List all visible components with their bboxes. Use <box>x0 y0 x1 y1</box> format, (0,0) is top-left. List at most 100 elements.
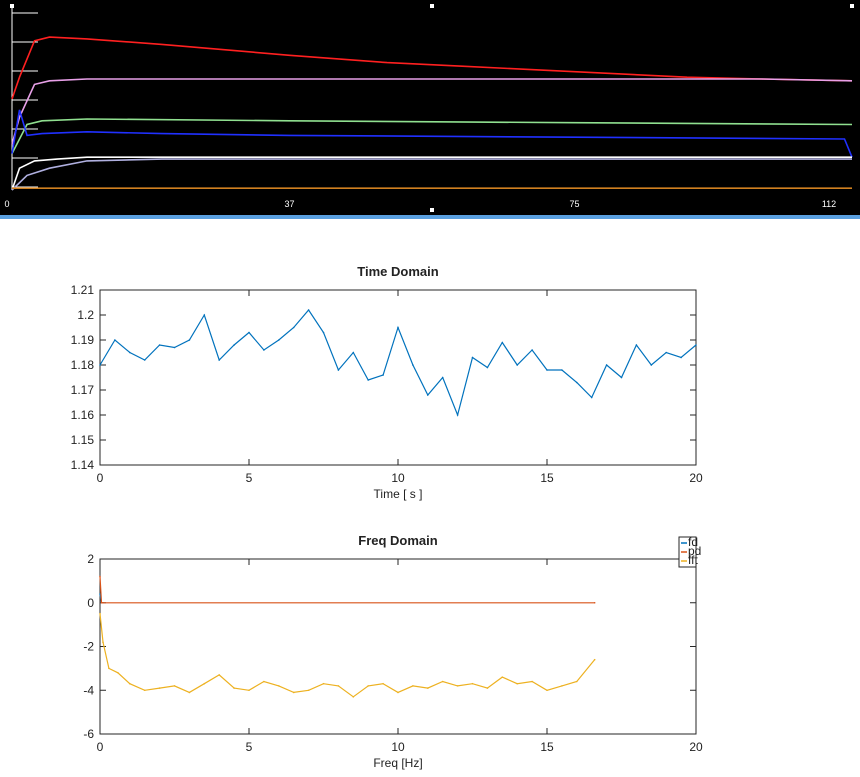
data-point <box>129 351 131 354</box>
data-point <box>441 376 444 379</box>
y-tick-label: 1.17 <box>71 383 95 397</box>
scope-trace-5 <box>11 158 852 191</box>
data-point <box>337 685 340 687</box>
plot-box <box>99 289 697 466</box>
data-point <box>382 374 384 376</box>
data-point <box>516 682 518 685</box>
data-point <box>99 364 101 366</box>
y-tick-label: 1.14 <box>71 458 95 472</box>
data-point <box>248 689 250 692</box>
data-point <box>278 685 280 687</box>
data-point <box>486 687 489 689</box>
data-point <box>100 601 103 604</box>
data-point <box>278 339 280 341</box>
data-point <box>427 394 429 396</box>
data-point <box>561 369 563 371</box>
scope-plot: 0 37 75 112 <box>4 4 854 212</box>
data-point <box>516 364 518 366</box>
data-point <box>352 696 355 698</box>
scope-x-tick-label: 112 <box>822 199 836 209</box>
legend-label: fft <box>688 553 698 567</box>
scope-trace-2 <box>11 118 853 154</box>
data-point <box>108 667 110 670</box>
y-tick-label: 2 <box>87 552 94 566</box>
data-point <box>546 689 548 692</box>
data-point <box>605 364 608 366</box>
data-point <box>337 369 340 371</box>
x-axis-label: Time [ s ] <box>374 487 423 501</box>
x-tick-label: 20 <box>689 471 703 485</box>
scope-scrollbar[interactable] <box>0 215 860 219</box>
data-point <box>546 369 548 371</box>
data-point <box>218 359 220 361</box>
data-point <box>367 685 370 687</box>
y-tick-label: 1.18 <box>71 358 95 372</box>
data-point <box>501 676 504 678</box>
data-point <box>397 326 399 329</box>
legend-box <box>678 536 697 568</box>
data-point <box>292 326 295 329</box>
scope-x-tick-label: 0 <box>4 199 9 209</box>
data-point <box>129 682 131 685</box>
y-tick-label: 1.15 <box>71 433 95 447</box>
scope-marker <box>430 208 434 212</box>
data-point <box>117 671 119 674</box>
data-point <box>650 364 653 366</box>
scope-marker <box>850 4 854 8</box>
data-point <box>531 349 533 351</box>
y-tick-label: -4 <box>83 683 94 697</box>
data-point <box>456 414 459 416</box>
data-point <box>397 691 399 694</box>
x-tick-label: 15 <box>540 740 554 754</box>
series-line-2 <box>99 613 596 698</box>
data-point <box>576 381 578 384</box>
data-point <box>218 674 220 676</box>
data-point <box>593 658 596 661</box>
scope-marker <box>430 4 434 8</box>
data-point <box>203 314 206 316</box>
data-point <box>576 680 578 683</box>
x-tick-label: 0 <box>97 740 104 754</box>
data-point <box>680 356 682 359</box>
data-point <box>307 689 310 692</box>
data-point <box>501 341 504 344</box>
data-point <box>263 680 265 683</box>
scope-trace-1 <box>11 78 853 145</box>
data-point <box>590 396 593 399</box>
y-tick-label: -2 <box>83 640 94 654</box>
data-point <box>102 601 104 604</box>
y-tick-label: 1.21 <box>71 283 95 297</box>
data-point <box>322 682 325 685</box>
data-point <box>263 349 265 351</box>
data-point <box>158 344 161 346</box>
data-point <box>188 339 191 341</box>
data-point <box>382 682 384 685</box>
data-point <box>292 691 295 694</box>
data-point <box>233 687 235 689</box>
data-point <box>248 331 250 334</box>
data-point <box>158 687 161 689</box>
data-point <box>412 364 414 366</box>
x-tick-label: 10 <box>391 740 405 754</box>
legend-label: pd <box>688 544 701 558</box>
scope-x-tick-label: 37 <box>284 199 294 209</box>
data-point <box>635 344 638 346</box>
data-point <box>173 346 176 349</box>
data-point <box>486 366 489 369</box>
data-point <box>471 356 474 359</box>
legend-label: fd <box>688 535 698 549</box>
scope-trace-3 <box>11 109 853 158</box>
data-point <box>307 309 310 311</box>
x-tick-label: 5 <box>246 471 253 485</box>
data-point <box>188 691 191 694</box>
y-tick-label: -6 <box>83 727 94 741</box>
x-tick-label: 5 <box>246 740 253 754</box>
time-domain-chart: Time Domain 0 5 10 15 20 1.21 1.2 1.19 1.18 1.17 1.… <box>71 264 703 501</box>
y-tick-label: 0 <box>87 596 94 610</box>
y-tick-label: 1.19 <box>71 333 95 347</box>
data-point <box>427 687 429 689</box>
data-point <box>531 680 533 683</box>
data-point <box>593 601 596 604</box>
data-point <box>143 689 146 692</box>
